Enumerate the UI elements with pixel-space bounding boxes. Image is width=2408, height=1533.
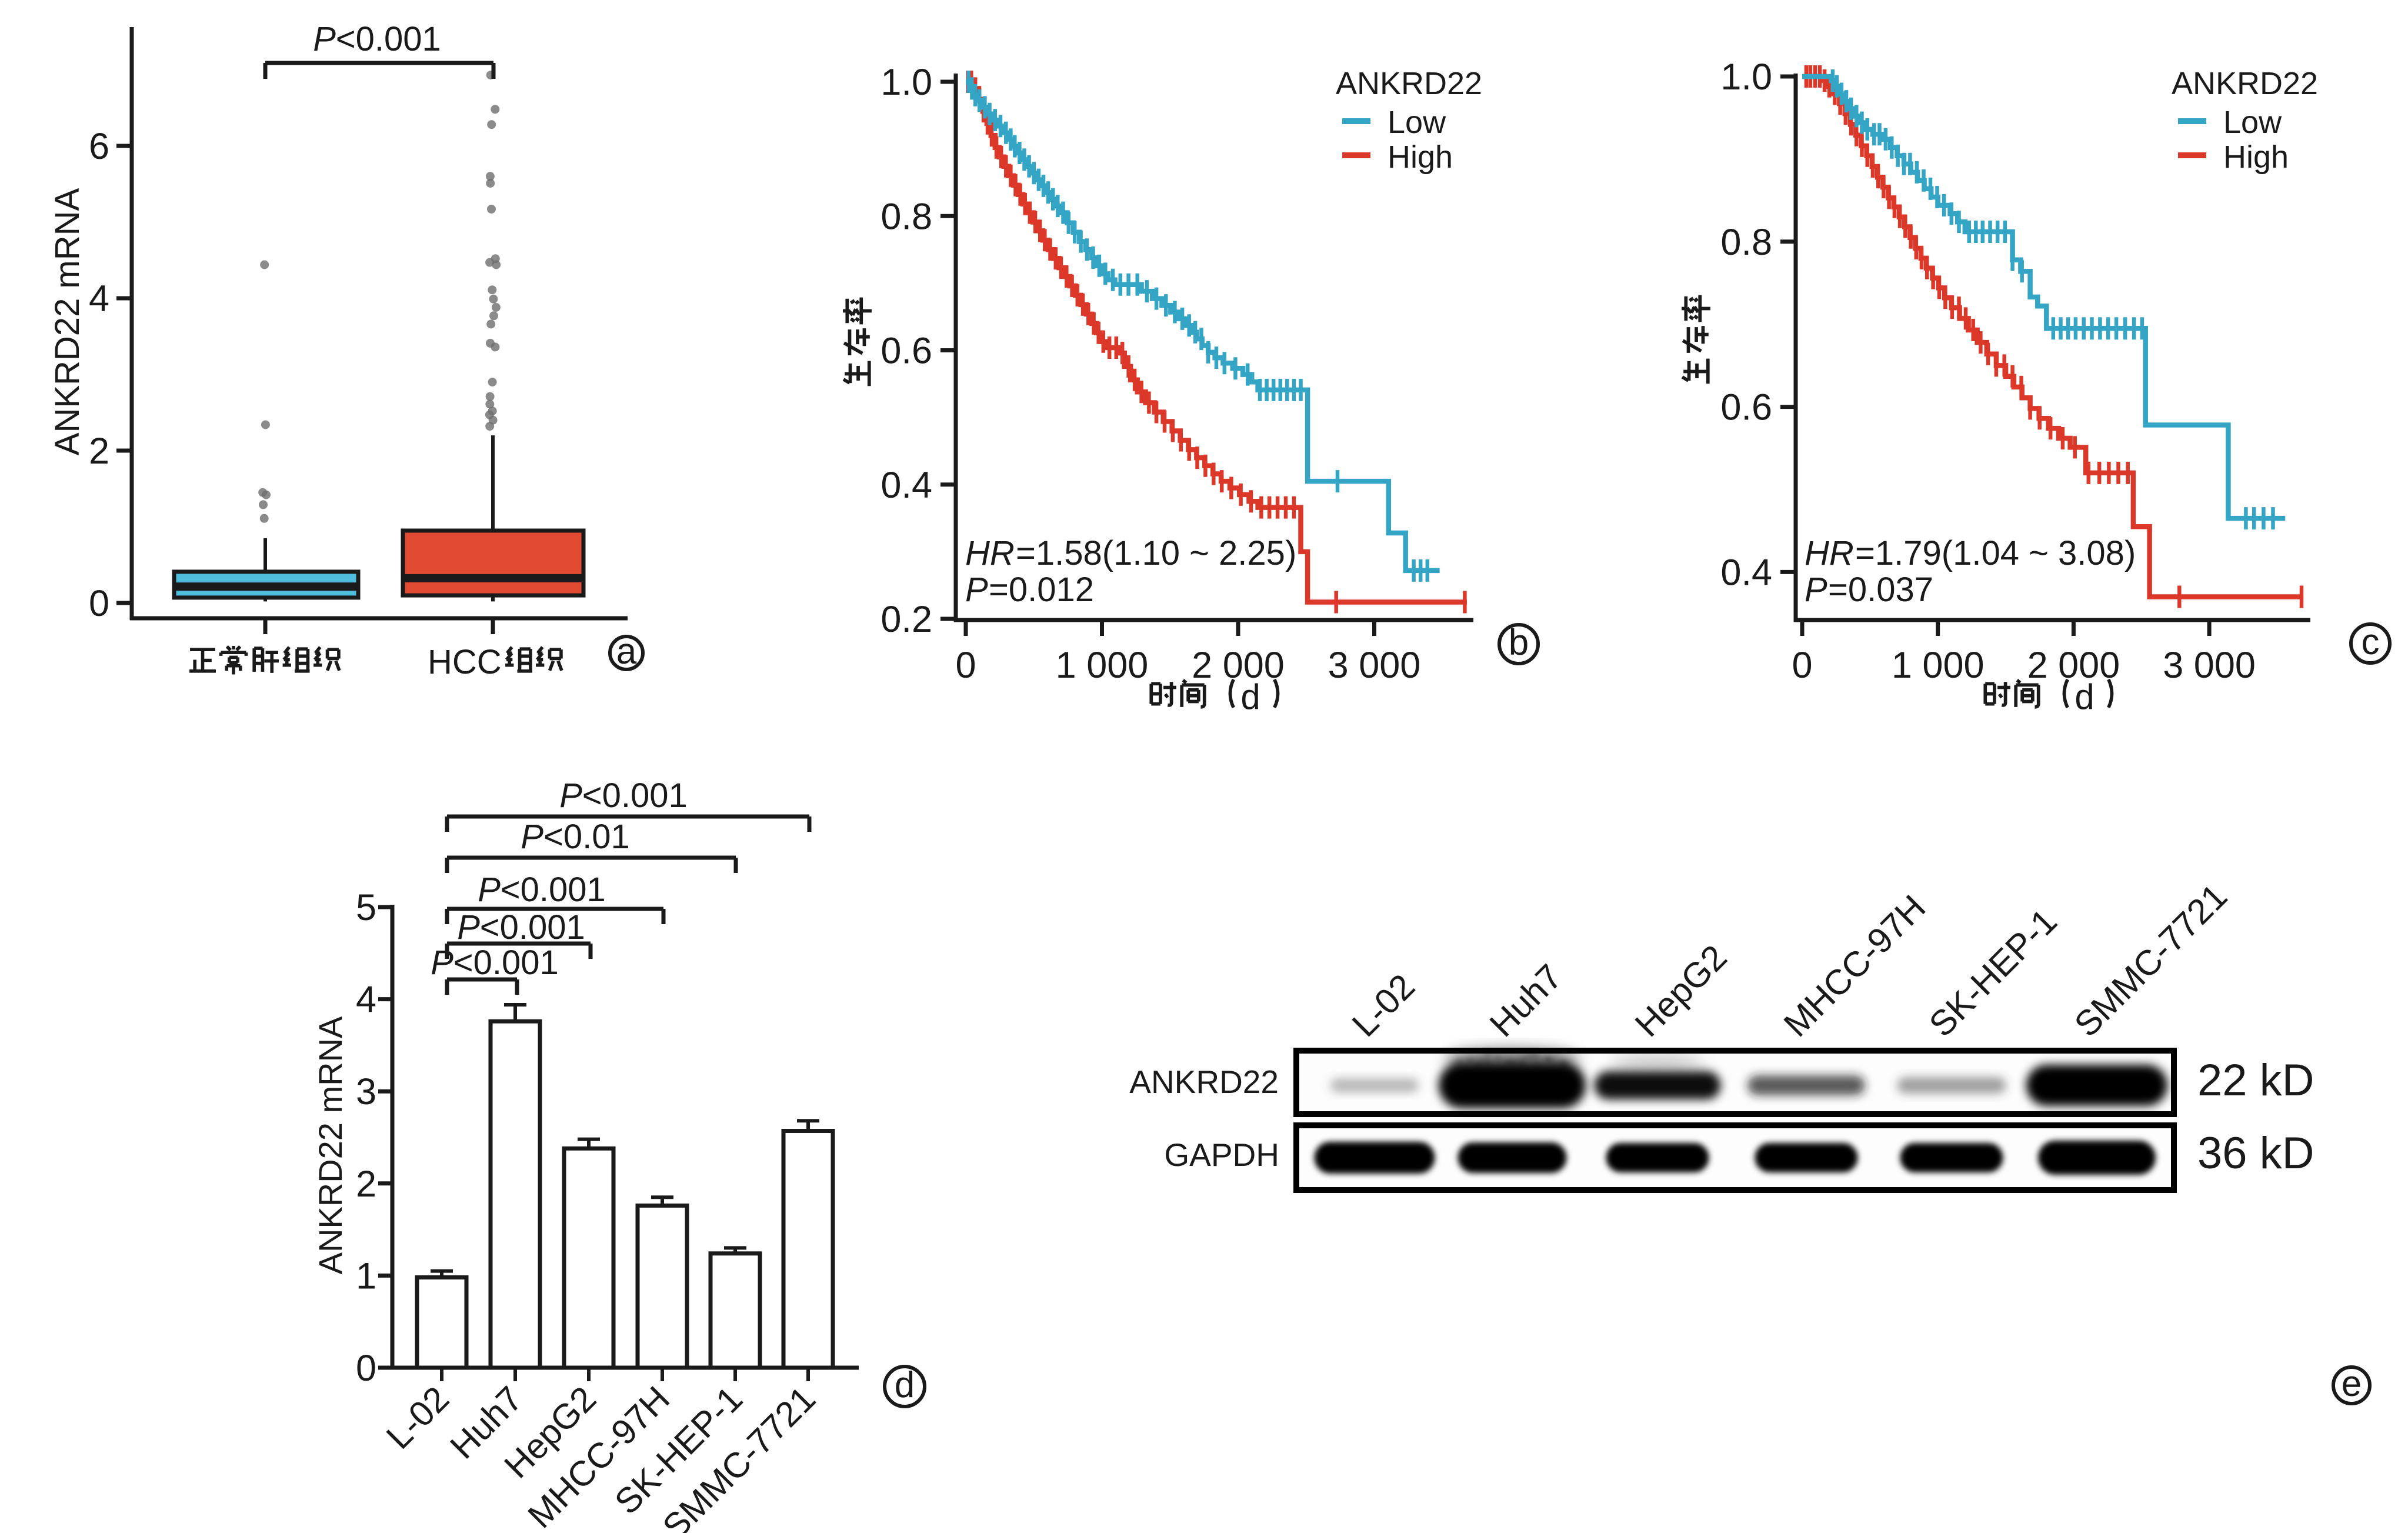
svg-text:ANKRD22: ANKRD22 <box>2172 66 2318 101</box>
svg-text:P: P <box>431 944 453 982</box>
svg-text:d: d <box>895 1365 915 1405</box>
svg-text:0.8: 0.8 <box>1720 222 1772 263</box>
svg-text:High: High <box>1388 139 1453 175</box>
svg-text:5: 5 <box>356 887 376 928</box>
svg-text:1.0: 1.0 <box>1720 56 1772 98</box>
svg-text:4: 4 <box>89 278 109 319</box>
svg-text:1.0: 1.0 <box>881 62 932 103</box>
svg-text:d: d <box>1240 677 1260 716</box>
svg-text:=1.58(1.10 ~ 2.25): =1.58(1.10 ~ 2.25) <box>1016 534 1296 572</box>
svg-text:3 000: 3 000 <box>2163 645 2256 686</box>
svg-text:=0.037: =0.037 <box>1828 571 1933 609</box>
svg-text:0: 0 <box>356 1348 376 1389</box>
svg-text:GAPDH: GAPDH <box>1164 1137 1279 1173</box>
svg-text:2: 2 <box>89 431 109 472</box>
svg-text:<0.001: <0.001 <box>453 944 559 982</box>
svg-text:<0.01: <0.01 <box>543 818 630 856</box>
svg-text:3 000: 3 000 <box>1328 645 1421 686</box>
svg-text:0.6: 0.6 <box>1720 387 1772 428</box>
svg-text:P: P <box>521 818 543 856</box>
svg-text:4: 4 <box>356 979 376 1021</box>
svg-text:<0.001: <0.001 <box>480 908 585 947</box>
svg-text:0.2: 0.2 <box>881 599 932 640</box>
svg-text:HR: HR <box>965 534 1015 572</box>
svg-text:P: P <box>965 571 988 609</box>
svg-text:ANKRD22 mRNA: ANKRD22 mRNA <box>48 188 86 455</box>
svg-text:High: High <box>2223 139 2289 175</box>
svg-text:1 000: 1 000 <box>1056 645 1149 686</box>
svg-text:=1.79(1.04 ~ 3.08): =1.79(1.04 ~ 3.08) <box>1855 534 2136 572</box>
svg-text:3: 3 <box>356 1071 376 1112</box>
svg-text:ANKRD22: ANKRD22 <box>1336 66 1482 101</box>
svg-text:36 kD: 36 kD <box>2197 1128 2314 1178</box>
svg-text:2: 2 <box>356 1164 376 1205</box>
svg-text:=0.012: =0.012 <box>989 571 1094 609</box>
svg-text:HR: HR <box>1805 534 1854 572</box>
svg-text:Low: Low <box>1388 105 1446 140</box>
svg-text:0: 0 <box>955 645 976 686</box>
svg-text:22 kD: 22 kD <box>2197 1055 2314 1105</box>
svg-text:0.4: 0.4 <box>881 465 932 506</box>
svg-text:c: c <box>2362 622 2380 662</box>
svg-text:1 000: 1 000 <box>1892 645 1985 686</box>
svg-text:0.6: 0.6 <box>881 331 932 372</box>
svg-text:0: 0 <box>1792 645 1812 686</box>
svg-text:0.4: 0.4 <box>1720 552 1772 593</box>
svg-text:2 000: 2 000 <box>2027 645 2120 686</box>
svg-text:e: e <box>2342 1364 2362 1404</box>
svg-text:HCC: HCC <box>428 643 502 681</box>
svg-text:<0.001: <0.001 <box>582 777 688 815</box>
svg-text:P: P <box>313 20 336 58</box>
svg-text:a: a <box>616 631 637 672</box>
svg-text:d: d <box>2075 677 2094 716</box>
svg-text:ANKRD22 mRNA: ANKRD22 mRNA <box>312 1016 349 1274</box>
svg-text:P: P <box>559 777 582 815</box>
svg-text:P: P <box>478 871 501 909</box>
svg-text:P: P <box>457 908 480 947</box>
svg-text:0: 0 <box>89 583 109 624</box>
svg-text:P: P <box>1805 571 1827 609</box>
svg-text:1: 1 <box>356 1255 376 1297</box>
svg-text:<0.001: <0.001 <box>501 871 606 909</box>
svg-text:2 000: 2 000 <box>1192 645 1285 686</box>
svg-text:b: b <box>1509 622 1529 663</box>
svg-text:6: 6 <box>89 126 109 167</box>
svg-text:Low: Low <box>2223 105 2282 140</box>
svg-text:0.8: 0.8 <box>881 196 932 237</box>
svg-text:ANKRD22: ANKRD22 <box>1129 1064 1279 1100</box>
svg-text:<0.001: <0.001 <box>336 20 441 58</box>
